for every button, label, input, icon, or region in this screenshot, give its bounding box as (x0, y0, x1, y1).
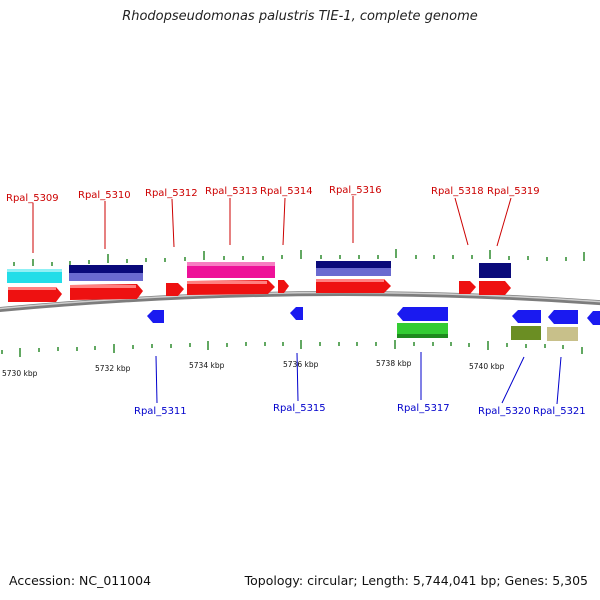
gene-label-5320[interactable]: Rpal_5320 (478, 406, 531, 417)
genome-title: Rhodopseudomonas palustris TIE-1, comple… (122, 9, 478, 24)
top-leader-lines (32, 196, 512, 253)
reverse-strand-genes (147, 307, 600, 341)
gene-feature-cyan[interactable] (7, 269, 62, 283)
gene-label-5317[interactable]: Rpal_5317 (397, 403, 450, 414)
gene-label-5311[interactable]: Rpal_5311 (134, 406, 187, 417)
gene-arrow-5314[interactable] (278, 280, 289, 293)
accession-text: Accession: NC_011004 (9, 573, 152, 588)
gene-label-5318[interactable]: Rpal_5318 (431, 186, 484, 197)
topology-text: Topology: circular; Length: 5,744,041 bp… (244, 573, 588, 588)
lower-ticks (1, 340, 583, 357)
gene-label-5319[interactable]: Rpal_5319 (487, 186, 540, 197)
gene-label-5321[interactable]: Rpal_5321 (533, 406, 586, 417)
genome-backbone-highlight (0, 291, 600, 310)
gene-feature-navy-5319[interactable] (479, 263, 511, 278)
gene-arrow-5322-partial[interactable] (587, 311, 600, 325)
gene-label-5315[interactable]: Rpal_5315 (273, 403, 326, 414)
gene-label-5312[interactable]: Rpal_5312 (145, 188, 198, 199)
gene-arrow-5319[interactable] (479, 281, 511, 295)
feature-row-upper (7, 261, 511, 283)
gene-feature-khaki-5321[interactable] (547, 327, 578, 341)
gene-arrow-5311[interactable] (147, 310, 164, 323)
axis-label-5730: 5730 kbp (2, 369, 38, 378)
upper-ticks (13, 249, 585, 266)
gene-label-5316[interactable]: Rpal_5316 (329, 185, 382, 196)
gene-arrow-5315[interactable] (290, 307, 303, 320)
axis-label-5736: 5736 kbp (283, 360, 319, 369)
axis-label-5732: 5732 kbp (95, 364, 131, 373)
axis-label-5740: 5740 kbp (469, 362, 505, 371)
gene-label-5314[interactable]: Rpal_5314 (260, 186, 313, 197)
gene-arrow-5309[interactable] (8, 287, 62, 302)
gene-label-5313[interactable]: Rpal_5313 (205, 186, 258, 197)
forward-strand-genes (8, 279, 511, 302)
gene-arrow-5316[interactable] (316, 279, 391, 293)
gene-label-5309[interactable]: Rpal_5309 (6, 193, 59, 204)
gene-feature-olive-5320[interactable] (511, 326, 541, 340)
gene-arrow-5320[interactable] (512, 310, 541, 323)
gene-arrow-5312[interactable] (166, 283, 184, 296)
gene-arrow-5321[interactable] (548, 310, 578, 324)
bottom-leader-lines (155, 352, 562, 405)
axis-label-5734: 5734 kbp (189, 361, 225, 370)
gene-label-5310[interactable]: Rpal_5310 (78, 190, 131, 201)
genome-backbone (0, 291, 600, 313)
axis-label-5738: 5738 kbp (376, 359, 412, 368)
gene-arrow-5317[interactable] (397, 307, 448, 321)
gene-arrow-5318[interactable] (459, 281, 476, 294)
